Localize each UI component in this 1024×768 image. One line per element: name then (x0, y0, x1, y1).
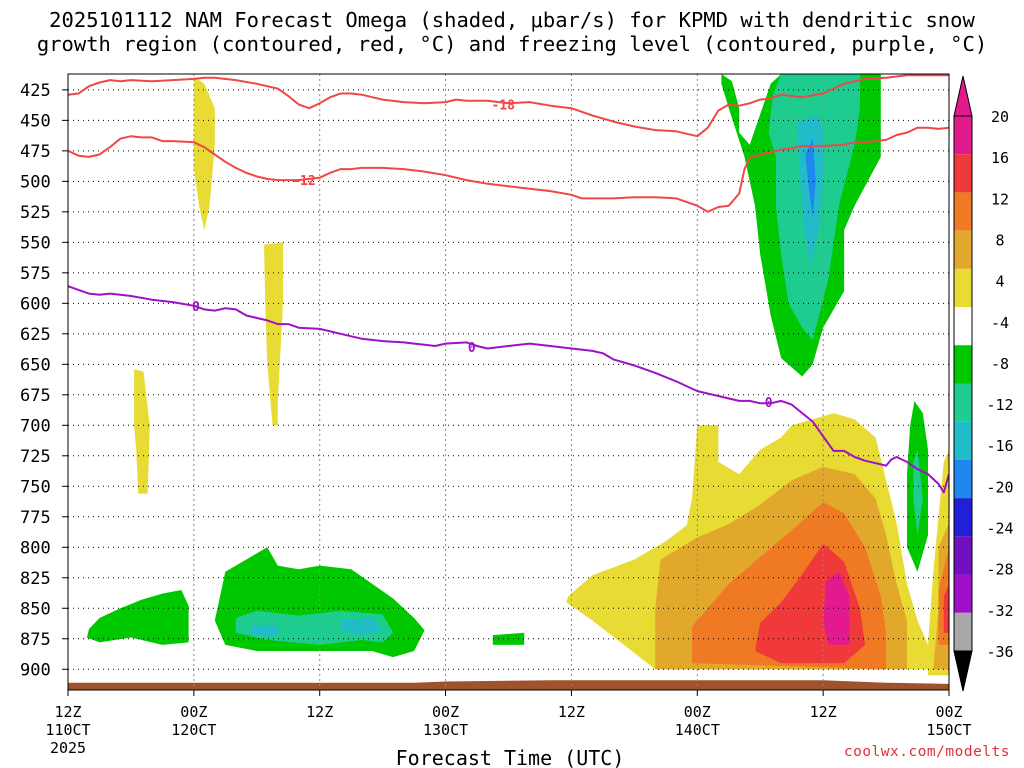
red-contour--18-1 (68, 74, 949, 138)
x-tick-time-60: 00Z (684, 703, 711, 721)
omega-region-10 (943, 583, 949, 633)
y-tick-label-725: 725 (20, 447, 51, 467)
x-tick-time-72: 12Z (810, 703, 837, 721)
colorbar-label-11: -28 (986, 561, 1013, 579)
y-tick-label-500: 500 (20, 172, 51, 192)
x-tick-year-0: 2025 (50, 739, 86, 757)
contour-layer (68, 74, 949, 494)
grid-layer (68, 74, 949, 690)
terrain-layer (68, 680, 949, 690)
colorbar-bottom-arrow (953, 650, 973, 692)
y-tick-label-750: 750 (20, 477, 51, 497)
freezing-label-0: 0 (192, 300, 200, 315)
colorbar-label-9: -20 (986, 478, 1013, 496)
watermark: coolwx.com/modelts (843, 744, 1010, 760)
colorbar-label-7: -12 (986, 396, 1013, 414)
omega-region-2 (134, 369, 150, 494)
colorbar-label-13: -36 (986, 643, 1013, 661)
freezing-label-2: 0 (765, 396, 773, 411)
omega-region-11 (823, 571, 850, 645)
x-tick-date-60: 140CT (675, 721, 720, 739)
colorbar-label-2: 12 (991, 190, 1009, 208)
omega-region-0 (193, 76, 215, 231)
y-tick-label-900: 900 (20, 660, 51, 680)
omega-region-22 (251, 625, 278, 636)
omega-region-19 (235, 610, 394, 645)
y-tick-label-825: 825 (20, 569, 51, 589)
y-tick-label-450: 450 (20, 111, 51, 131)
colorbar-label-0: 20 (991, 108, 1009, 126)
x-tick-time-24: 12Z (306, 703, 333, 721)
colorbar-top-arrow (953, 75, 973, 117)
omega-shading-layer (86, 74, 949, 676)
y-tick-label-475: 475 (20, 142, 51, 162)
colorbar-label-6: -8 (991, 355, 1009, 373)
y-tick-label-775: 775 (20, 508, 51, 528)
colorbar-bin-10 (954, 498, 972, 537)
x-tick-time-0: 12Z (54, 703, 81, 721)
y-tick-label-850: 850 (20, 599, 51, 619)
x-tick-time-84: 00Z (935, 703, 962, 721)
colorbar-bin-12 (954, 574, 972, 613)
colorbar-label-1: 16 (991, 149, 1009, 167)
y-tick-label-700: 700 (20, 416, 51, 436)
colorbar-bin-6 (954, 345, 972, 384)
plot-frame (67, 73, 950, 691)
colorbar-label-5: -4 (991, 314, 1009, 332)
colorbar-bin-2 (954, 192, 972, 231)
red-contour-label-1: -18 (492, 98, 516, 113)
colorbar-label-3: 8 (995, 231, 1004, 249)
x-tick-date-36: 130CT (423, 721, 468, 739)
y-tick-label-650: 650 (20, 355, 51, 375)
colorbar-bin-8 (954, 421, 972, 460)
chart-title-line2: growth region (contoured, red, °C) and f… (36, 32, 988, 56)
colorbar-bin-0 (954, 116, 972, 155)
x-tick-time-12: 00Z (180, 703, 207, 721)
colorbar-bin-1 (954, 154, 972, 193)
y-tick-label-575: 575 (20, 264, 51, 284)
x-tick-time-36: 00Z (432, 703, 459, 721)
y-tick-label-525: 525 (20, 203, 51, 223)
freezing-label-1: 0 (468, 341, 476, 356)
colorbar-label-10: -24 (986, 520, 1013, 538)
colorbar-bin-3 (954, 230, 972, 269)
omega-region-23 (805, 138, 816, 218)
x-tick-date-12: 120CT (171, 721, 216, 739)
terrain-area (68, 680, 949, 690)
omega-region-14 (86, 590, 189, 645)
colorbar-label-4: 4 (995, 273, 1004, 291)
freezing-level-contour (68, 285, 949, 494)
omega-region-18 (913, 449, 923, 536)
colorbar-label-8: -16 (986, 437, 1013, 455)
x-tick-date-84: 150CT (926, 721, 971, 739)
x-tick-date-0: 110CT (45, 721, 90, 739)
contour-label-layer: -12 -18 0 0 0 (192, 98, 773, 411)
y-tick-label-600: 600 (20, 294, 51, 314)
colorbar: 20 16 12 8 4 -4 -8 -12 -16 -20 -24 -28 -32 -36 (953, 75, 1014, 692)
y-tick-label-800: 800 (20, 538, 51, 558)
y-tick-label-550: 550 (20, 233, 51, 253)
red-contour-label-0: -12 (292, 174, 315, 189)
omega-region-21 (340, 618, 383, 636)
x-tick-time-48: 12Z (558, 703, 585, 721)
y-tick-label-875: 875 (20, 630, 51, 650)
colorbar-bin-9 (954, 459, 972, 499)
chart-title-line1: 2025101112 NAM Forecast Omega (shaded, μ… (49, 8, 975, 32)
colorbar-bin-5 (954, 307, 972, 346)
y-tick-label-675: 675 (20, 386, 51, 406)
colorbar-bin-11 (954, 536, 972, 575)
y-tick-label-425: 425 (20, 81, 51, 101)
colorbar-label-12: -32 (986, 602, 1013, 620)
colorbar-bin-7 (954, 383, 972, 422)
y-tick-label-625: 625 (20, 325, 51, 345)
x-axis-label: Forecast Time (UTC) (396, 746, 625, 768)
red-contour--12-0 (68, 126, 949, 213)
colorbar-bin-13 (954, 612, 972, 651)
colorbar-bin-4 (954, 268, 972, 308)
y-axis: 425 450 475 500 525 550 575 600 625 650 675 700 725 7… (20, 81, 68, 680)
